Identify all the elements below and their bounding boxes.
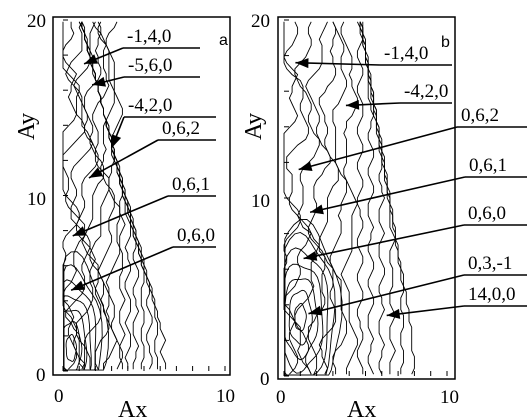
annotation: -4,2,0 <box>345 81 452 110</box>
contour-line <box>283 21 312 375</box>
panel-b-annotations: -1,4,0 -4,2,0 0,6,2 0,6,1 0,6,0 0,3,-1 14,0,0 <box>295 43 527 319</box>
annotation-label: 0,6,2 <box>461 105 499 126</box>
contour-line <box>294 21 320 375</box>
contour-line <box>359 21 385 375</box>
annotation: -1,4,0 <box>83 26 200 65</box>
annotation-label: 0,3,-1 <box>468 253 512 274</box>
annotation-label: -1,4,0 <box>384 43 428 64</box>
annotation-label: 0,6,0 <box>177 225 215 246</box>
annotation-label: -1,4,0 <box>127 26 171 47</box>
contour-line <box>305 21 331 375</box>
contour-ring <box>65 333 77 362</box>
annotation: 0,6,2 <box>88 118 216 179</box>
contour-line <box>329 21 347 375</box>
panel-b-xtick-0: 0 <box>276 387 286 408</box>
panel-a-ytick-0: 0 <box>36 365 46 386</box>
annotation-leader <box>308 274 465 315</box>
annotation-arrowhead <box>84 54 98 64</box>
axis-ticks <box>283 19 448 377</box>
annotation: 0,3,-1 <box>308 253 527 316</box>
annotation: 0,6,0 <box>70 225 216 292</box>
annotation: 0,6,0 <box>303 203 527 261</box>
annotation-leader <box>309 176 466 214</box>
panel-b-xtick-10: 10 <box>440 387 459 408</box>
panel-b-frame <box>277 16 456 380</box>
annotation-arrowhead <box>71 280 85 291</box>
panel-a-frame <box>52 16 231 376</box>
annotation-arrowhead <box>72 226 87 236</box>
annotation-arrowhead <box>310 204 324 215</box>
annotation-leader <box>70 246 174 292</box>
annotation-leader <box>88 139 159 179</box>
annotation-arrowhead <box>88 167 103 178</box>
contour-line <box>359 21 404 375</box>
annotation: -5,6,0 <box>91 55 200 87</box>
contour-line <box>73 21 99 370</box>
annotation-leader <box>298 126 458 171</box>
contour-line <box>97 21 118 370</box>
panel-b-ytick-10: 10 <box>251 191 270 212</box>
contour-line <box>356 21 364 375</box>
annotation: -4,2,0 <box>110 95 216 149</box>
annotation-arrowhead <box>345 99 360 110</box>
panel-a-xtick-0: 0 <box>54 386 64 407</box>
panel-b: -1,4,0-4,2,00,6,20,6,10,6,00,3,-114,0,0 … <box>241 11 527 418</box>
annotation-label: 0,6,1 <box>172 174 210 195</box>
annotation-label: 0,6,0 <box>468 203 506 224</box>
annotation-label: -4,2,0 <box>404 81 448 102</box>
annotation-arrowhead <box>386 308 401 319</box>
panel-b-letter: b <box>441 34 450 51</box>
panel-a-annotations: -1,4,0 -5,6,0 -4,2,00,6,2 0,6,1 0,6,0 <box>70 26 216 292</box>
annotation-label: -4,2,0 <box>128 95 172 116</box>
annotation-arrowhead <box>298 161 313 171</box>
contour-line <box>340 21 358 375</box>
contour-line <box>78 21 167 370</box>
annotation-arrowhead <box>111 134 122 149</box>
panel-a-ytick-10: 10 <box>27 189 46 210</box>
panel-b-ylabel: Ay <box>241 113 267 140</box>
contour-line <box>318 21 339 375</box>
contour-ring <box>284 218 343 376</box>
contour-line <box>362 21 415 375</box>
annotation: 0,6,2 <box>298 105 527 171</box>
annotation-leader <box>72 195 169 237</box>
contour-ring <box>294 302 307 332</box>
panel-a: -1,4,0 -5,6,0 -4,2,00,6,2 0,6,1 0,6,0 a 0 10… <box>14 11 235 418</box>
panel-b-contours <box>283 19 448 377</box>
axis-ticks <box>62 19 226 372</box>
annotation-label: -5,6,0 <box>128 55 172 76</box>
annotation-label: 0,6,1 <box>469 155 507 176</box>
annotation-arrowhead <box>303 251 318 261</box>
annotation: -1,4,0 <box>295 43 452 69</box>
panel-b-ytick-20: 20 <box>251 11 270 32</box>
contour-line <box>89 21 110 370</box>
panel-b-xlabel: Ax <box>347 397 376 418</box>
panel-a-letter: a <box>219 32 228 49</box>
annotation-arrowhead <box>295 58 309 69</box>
annotation-leader <box>303 224 465 260</box>
panel-a-xtick-10: 10 <box>216 386 235 407</box>
panel-a-ylabel: Ay <box>14 113 40 140</box>
annotation-label: 0,6,2 <box>162 118 200 139</box>
contour-ring <box>63 251 109 371</box>
panel-b-ytick-0: 0 <box>260 369 270 390</box>
panel-a-xlabel: Ax <box>118 397 147 418</box>
annotation-arrowhead <box>92 76 106 87</box>
panel-a-contours <box>62 19 226 372</box>
annotation-arrowhead <box>308 305 323 316</box>
contour-line <box>65 21 94 370</box>
annotation-label: 14,0,0 <box>468 284 516 305</box>
contour-ring <box>284 263 324 374</box>
annotation: 0,6,1 <box>309 155 527 215</box>
panel-a-ytick-20: 20 <box>27 11 46 32</box>
annotation: 0,6,1 <box>72 174 216 237</box>
contour-line <box>81 21 104 370</box>
annotation-leader <box>295 61 381 66</box>
annotation: 14,0,0 <box>386 284 527 319</box>
